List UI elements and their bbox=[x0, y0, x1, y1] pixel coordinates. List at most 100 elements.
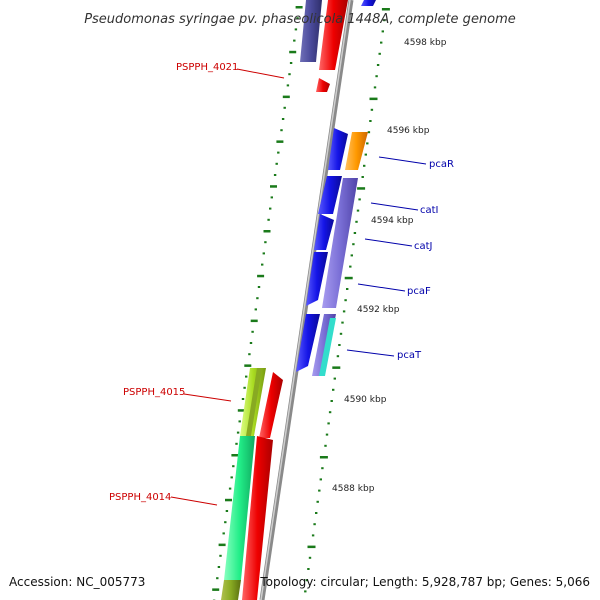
scale-tick bbox=[369, 120, 372, 122]
scale-ticks bbox=[304, 8, 390, 593]
scale-tick bbox=[346, 288, 349, 290]
track-dot bbox=[228, 487, 232, 490]
scale-tick bbox=[380, 41, 383, 44]
scale-tick bbox=[336, 355, 340, 358]
scale-tick bbox=[316, 500, 319, 503]
scale-tick bbox=[383, 19, 386, 22]
scale-tick bbox=[324, 444, 327, 447]
track-dot bbox=[245, 375, 248, 378]
scale-tick bbox=[352, 243, 355, 246]
scale-tick bbox=[356, 209, 360, 212]
scale-tick bbox=[344, 276, 353, 280]
gene-label[interactable]: PSPPH_4015 bbox=[123, 387, 185, 398]
scale-tick bbox=[357, 187, 366, 190]
genome-backbone-highlight bbox=[260, 0, 351, 600]
scale-tick bbox=[370, 108, 374, 111]
track-dot bbox=[243, 386, 246, 389]
track-dot bbox=[250, 319, 258, 323]
track-dot bbox=[288, 73, 291, 76]
track-dot bbox=[224, 521, 227, 524]
gene-feature[interactable] bbox=[345, 132, 368, 170]
gene-label[interactable]: PSPPH_4014 bbox=[109, 492, 171, 503]
track-dot bbox=[269, 207, 272, 210]
scale-tick bbox=[358, 198, 361, 201]
gene-feature[interactable] bbox=[319, 318, 336, 376]
track-dot bbox=[216, 577, 219, 580]
scale-tick bbox=[318, 489, 321, 492]
scale-tick bbox=[333, 377, 336, 380]
genome-backbone bbox=[259, 0, 354, 600]
gene-label[interactable]: pcaR bbox=[429, 159, 454, 170]
scale-tick bbox=[308, 556, 312, 559]
scale-tick bbox=[344, 299, 347, 302]
track-dot bbox=[238, 420, 241, 423]
track-dot bbox=[281, 118, 285, 120]
scale-label: 4588 kbp bbox=[332, 484, 375, 494]
track-dot bbox=[241, 398, 245, 400]
track-dot bbox=[289, 50, 297, 54]
scale-tick bbox=[330, 400, 333, 402]
gene-feature[interactable] bbox=[328, 128, 348, 170]
gene-label[interactable]: pcaT bbox=[397, 350, 422, 361]
track-dot bbox=[257, 286, 261, 288]
track-dot bbox=[257, 274, 265, 278]
gene-feature[interactable] bbox=[224, 436, 255, 580]
gene-feature[interactable] bbox=[306, 252, 328, 306]
scale-tick bbox=[319, 456, 328, 459]
track-dot bbox=[219, 554, 222, 557]
gene-label[interactable]: catI bbox=[420, 205, 439, 216]
scale-tick bbox=[375, 75, 378, 78]
gene-feature[interactable] bbox=[300, 0, 322, 62]
gene-feature[interactable] bbox=[316, 78, 330, 92]
gene-feature[interactable] bbox=[361, 0, 376, 6]
scale-tick bbox=[373, 86, 377, 89]
gene-feature[interactable] bbox=[242, 436, 273, 600]
track-dot bbox=[283, 106, 286, 109]
track-dot bbox=[277, 151, 280, 154]
scale-tick bbox=[350, 254, 353, 257]
scale-tick bbox=[381, 8, 390, 11]
track-dot bbox=[263, 230, 271, 233]
gene-feature[interactable] bbox=[296, 314, 320, 372]
scale-tick bbox=[363, 164, 366, 167]
gene-feature[interactable] bbox=[246, 368, 262, 436]
track-dot bbox=[230, 476, 233, 479]
scale-label: 4590 kbp bbox=[344, 395, 387, 405]
track-dot bbox=[218, 543, 226, 547]
gene-label[interactable]: pcaF bbox=[407, 286, 431, 297]
gene-feature[interactable] bbox=[322, 178, 358, 308]
scale-tick bbox=[325, 433, 329, 436]
scale-tick bbox=[341, 321, 344, 324]
gene-label[interactable]: PSPPH_4021 bbox=[176, 62, 238, 73]
scale-tick bbox=[313, 523, 316, 526]
track-dot bbox=[294, 28, 298, 31]
scale-tick bbox=[376, 64, 380, 66]
gene-feature[interactable] bbox=[259, 372, 283, 438]
scale-tick bbox=[366, 142, 369, 145]
scale-tick bbox=[319, 478, 322, 481]
gene-feature[interactable] bbox=[221, 580, 241, 600]
gene-label[interactable]: catJ bbox=[414, 241, 433, 252]
scale-label: 4598 kbp bbox=[404, 38, 447, 48]
scale-label: 4594 kbp bbox=[371, 216, 414, 226]
gene-feature[interactable] bbox=[318, 176, 342, 214]
scale-label: 4596 kbp bbox=[387, 126, 430, 136]
track-dot bbox=[254, 308, 257, 311]
label-leaders bbox=[170, 68, 427, 506]
scale-tick bbox=[307, 545, 316, 549]
track-dot bbox=[276, 140, 284, 143]
gene-feature-group bbox=[242, 0, 376, 600]
gene-feature[interactable] bbox=[319, 0, 348, 70]
scale-tick bbox=[355, 220, 358, 223]
track-dot bbox=[264, 241, 267, 244]
track-dot bbox=[289, 62, 293, 64]
track-dot bbox=[236, 431, 240, 434]
map-title: Pseudomonas syringae pv. phaseolicola 14… bbox=[84, 12, 516, 27]
track-dot bbox=[282, 95, 290, 99]
track-dot bbox=[225, 510, 229, 512]
scale-tick bbox=[311, 534, 315, 537]
track-dot bbox=[293, 39, 296, 42]
gene-feature[interactable] bbox=[314, 214, 334, 250]
accession-text: Accession: NC_005773 bbox=[9, 575, 145, 589]
